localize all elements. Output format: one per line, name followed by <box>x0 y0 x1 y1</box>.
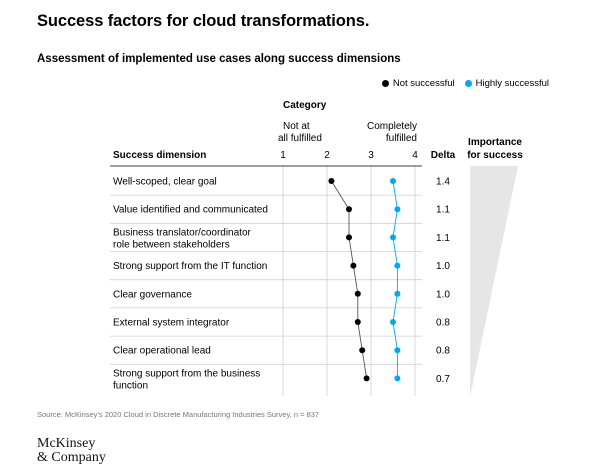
delta-value: 0.7 <box>436 374 450 385</box>
series-line-not-successful <box>331 180 368 379</box>
point-not-successful <box>346 206 352 213</box>
x-tick-label-3: 3 <box>368 150 374 161</box>
scale-max-label-line-1: Completely <box>367 121 417 132</box>
legend-dot-highly-successful <box>464 80 472 87</box>
delta-value: 1.0 <box>436 289 450 300</box>
legend: Not successful Highly successful <box>381 78 549 89</box>
scale-min-label-line-1: Not at <box>283 121 310 132</box>
delta-value: 0.8 <box>436 346 450 357</box>
point-highly-successful <box>394 206 401 213</box>
row-label-line-2: role between stakeholders <box>113 239 230 250</box>
importance-header-line-1: Importance <box>468 137 522 148</box>
point-highly-successful <box>394 262 401 269</box>
legend-item-not-successful: Not successful <box>381 78 455 89</box>
importance-wedge <box>470 166 518 397</box>
row-label: Strong support from the IT function <box>113 261 267 272</box>
delta-value: 1.4 <box>436 177 450 188</box>
row-label-line-2: function <box>113 380 148 391</box>
delta-value: 0.8 <box>436 318 450 329</box>
scale-min-label-line-2: all fulfilled <box>278 133 322 144</box>
point-not-successful <box>363 375 370 382</box>
point-highly-successful <box>390 234 396 241</box>
point-not-successful <box>328 178 335 184</box>
point-not-successful <box>354 290 361 297</box>
legend-label-not-successful: Not successful <box>392 78 455 89</box>
chart-subtitle: Assessment of implemented use cases alon… <box>37 53 401 65</box>
point-not-successful <box>350 262 357 269</box>
row-label: Well-scoped, clear goal <box>113 177 217 188</box>
logo-line-1: McKinsey <box>37 436 96 451</box>
legend-label-highly-successful: Highly successful <box>475 78 549 89</box>
source-note: Source: McKinsey's 2020 Cloud in Discret… <box>37 410 320 419</box>
row-label-line-1: Strong support from the business <box>113 368 260 379</box>
point-highly-successful <box>394 375 401 382</box>
row-label: Clear governance <box>113 289 192 300</box>
point-highly-successful <box>394 347 401 354</box>
row-label-line-1: Business translator/coordinator <box>113 227 252 238</box>
x-tick-label-2: 2 <box>324 150 330 161</box>
row-header: Success dimension <box>113 150 206 161</box>
point-not-successful <box>346 234 352 241</box>
category-label: Category <box>283 100 327 111</box>
legend-dot-not-successful <box>381 80 389 87</box>
delta-value: 1.1 <box>436 205 450 216</box>
mckinsey-logo: McKinsey & Company <box>37 437 106 465</box>
importance-header-line-2: for success <box>467 150 523 161</box>
delta-value: 1.1 <box>436 233 450 244</box>
point-not-successful <box>354 319 361 325</box>
scale-max-label-line-2: fulfilled <box>386 133 417 144</box>
point-highly-successful <box>390 178 396 184</box>
chart-title: Success factors for cloud transformation… <box>37 12 370 30</box>
x-tick-label-1: 1 <box>280 150 286 161</box>
row-label: Value identified and communicated <box>113 205 268 216</box>
legend-item-highly-successful: Highly successful <box>464 78 549 89</box>
x-tick-label-4: 4 <box>412 150 418 161</box>
logo-line-2: & Company <box>37 450 106 465</box>
point-not-successful <box>359 347 366 354</box>
point-highly-successful <box>394 290 401 297</box>
series-line-highly-successful <box>392 180 398 379</box>
point-highly-successful <box>390 319 396 325</box>
row-label: Clear operational lead <box>113 346 211 357</box>
delta-header: Delta <box>431 150 456 161</box>
row-label: External system integrator <box>113 318 230 329</box>
delta-value: 1.0 <box>436 261 450 272</box>
